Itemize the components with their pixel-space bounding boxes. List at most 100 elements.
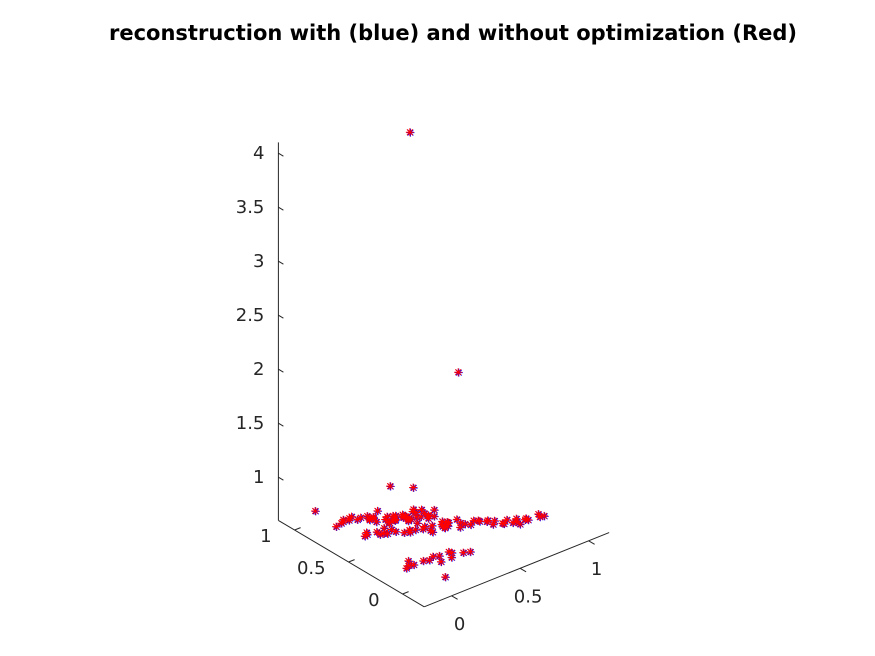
red-point — [424, 511, 433, 520]
red-point — [521, 514, 530, 523]
red-point — [436, 557, 445, 566]
z-tick-label: 1.5 — [236, 413, 265, 434]
red-point — [365, 515, 374, 524]
axes: 0 0.5 1 0 0.5 1 1 1.5 2 2.5 3 3.5 4 — [236, 142, 610, 635]
red-point — [391, 511, 400, 520]
red-point — [443, 517, 452, 526]
red-point — [376, 530, 384, 539]
red-point — [440, 523, 449, 532]
red-point — [400, 528, 409, 537]
z-tick-mark — [278, 206, 284, 211]
y-tick-mark — [294, 527, 301, 531]
red-point — [385, 518, 394, 527]
red-point — [407, 515, 416, 524]
red-point — [389, 515, 398, 524]
red-point — [508, 518, 517, 527]
red-point — [540, 511, 549, 520]
red-point — [466, 520, 475, 529]
x-tick-mark — [519, 567, 527, 573]
x-tick-label: 1 — [591, 559, 602, 580]
data-points — [311, 128, 549, 582]
red-point — [411, 525, 420, 534]
red-point — [409, 560, 418, 569]
red-point — [404, 516, 413, 525]
z-tick-label: 2.5 — [236, 305, 265, 326]
red-point — [428, 521, 437, 530]
red-point — [386, 482, 395, 491]
red-point — [474, 516, 483, 525]
red-point — [356, 513, 365, 522]
red-point — [412, 512, 421, 521]
y-tick-mark — [402, 591, 409, 595]
red-point — [405, 128, 414, 137]
red-point — [469, 516, 478, 525]
red-point — [447, 548, 456, 557]
red-point — [444, 547, 453, 556]
red-point — [373, 506, 382, 515]
red-point — [372, 517, 381, 526]
y-tick-label: 1 — [260, 526, 271, 547]
x-tick-label: 0 — [454, 614, 465, 635]
x-tick-mark — [451, 595, 458, 600]
red-point — [460, 519, 469, 528]
z-tick-label: 2 — [253, 359, 264, 380]
red-point — [409, 483, 418, 492]
x-tick-label: 0.5 — [514, 586, 543, 607]
red-point — [383, 512, 392, 521]
red-point — [430, 505, 439, 514]
z-tick-mark — [278, 260, 284, 265]
z-tick-label: 3 — [253, 251, 264, 272]
red-point — [387, 525, 396, 534]
y-tick-label: 0.5 — [297, 558, 326, 579]
red-point — [515, 520, 524, 529]
red-point — [416, 512, 425, 521]
y-axis-line — [278, 519, 425, 608]
z-tick-mark — [278, 368, 284, 373]
red-point — [490, 516, 499, 525]
red-point — [413, 519, 422, 528]
red-point — [339, 515, 348, 524]
y-tick-mark — [348, 559, 355, 563]
red-point — [405, 514, 414, 523]
z-tick-label: 1 — [253, 467, 264, 488]
red-point — [447, 553, 456, 562]
red-point — [412, 508, 421, 517]
z-tick-mark — [278, 476, 284, 481]
red-point — [347, 512, 356, 521]
red-point — [417, 505, 426, 514]
z-tick-label: 3.5 — [236, 197, 265, 218]
red-point — [535, 512, 544, 521]
chart-title: reconstruction with (blue) and without o… — [109, 21, 797, 45]
red-point — [435, 551, 444, 560]
red-point — [391, 527, 400, 536]
red-point — [363, 530, 372, 539]
red-point — [420, 522, 429, 531]
red-point — [502, 515, 511, 524]
red-point — [405, 526, 414, 535]
red-point — [408, 507, 417, 516]
red-point — [459, 548, 468, 557]
red-point — [454, 368, 463, 377]
red-point — [383, 529, 392, 538]
x-axis-line — [424, 532, 610, 608]
red-point — [360, 532, 369, 541]
red-point — [379, 524, 388, 533]
y-tick-label: 0 — [368, 590, 379, 611]
red-point — [456, 523, 465, 532]
red-point — [353, 515, 362, 524]
red-point — [362, 528, 371, 537]
red-point — [466, 547, 475, 556]
red-point — [483, 516, 492, 525]
red-point — [332, 522, 341, 531]
z-tick-mark — [278, 152, 284, 157]
red-point — [381, 515, 390, 524]
red-point — [418, 524, 427, 533]
red-point — [499, 519, 508, 528]
red-point — [409, 505, 418, 514]
red-point — [401, 512, 410, 521]
red-point — [369, 513, 378, 522]
red-point — [489, 520, 498, 529]
red-point — [311, 506, 320, 515]
red-point — [437, 520, 446, 529]
